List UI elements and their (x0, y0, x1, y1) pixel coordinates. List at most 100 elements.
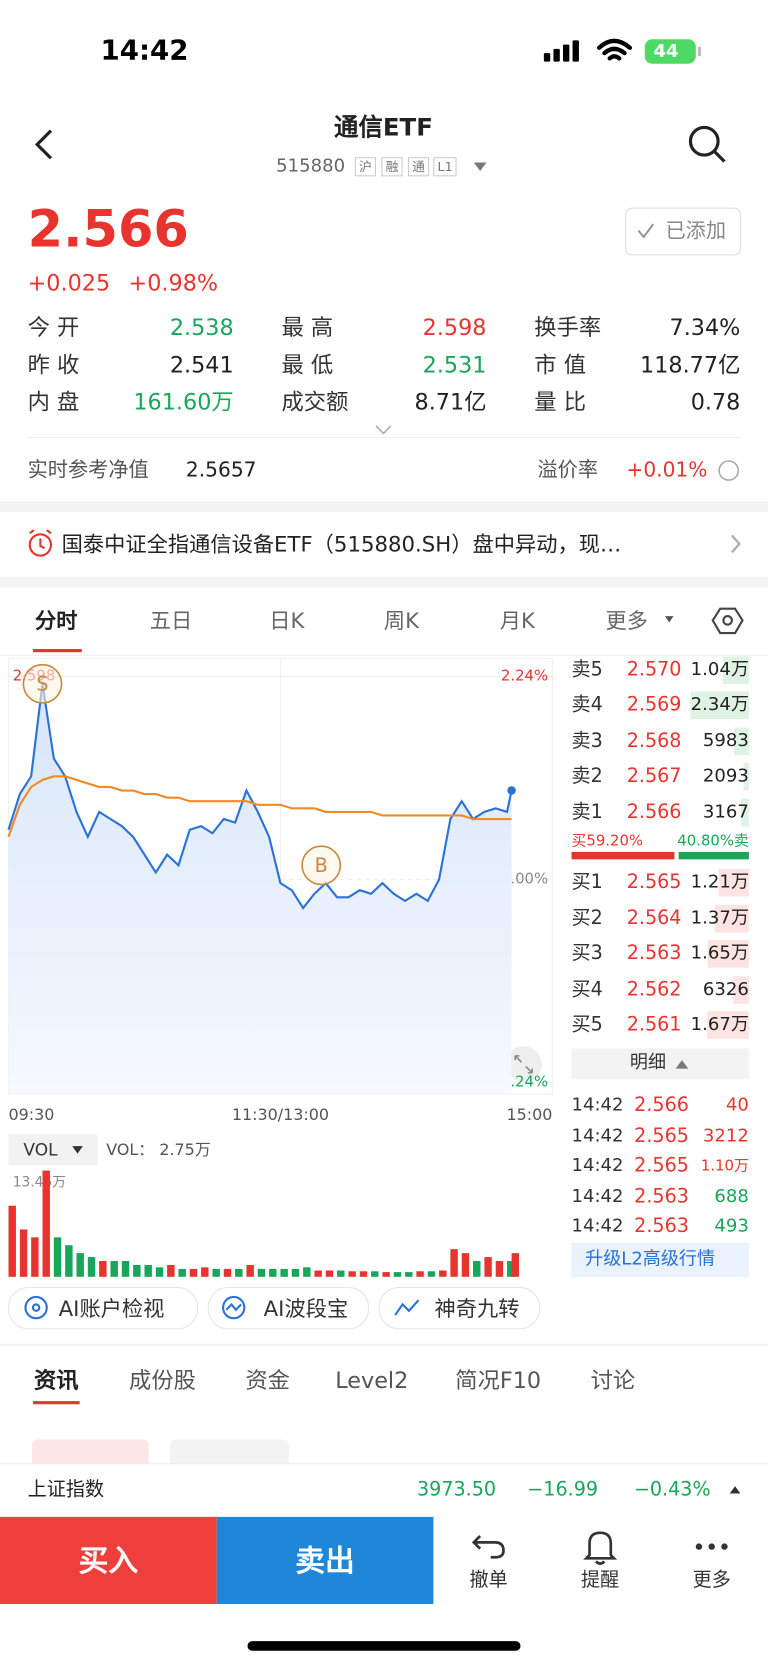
battery-cap (697, 46, 702, 57)
more-caret[interactable] (664, 616, 674, 623)
vol-bar (371, 1271, 379, 1277)
index-value: 3973.50 (416, 1478, 497, 1501)
change: +0.025 (27, 270, 111, 296)
watch-button[interactable] (625, 207, 741, 256)
detail-caret (675, 1060, 689, 1069)
vol-bar (65, 1245, 73, 1277)
ai-tool[interactable]: 神奇九转 (434, 1295, 520, 1322)
vol-bar (178, 1268, 186, 1277)
book-price: 2.565 (626, 871, 682, 894)
upgrade[interactable]: 升级L2高级行情 (585, 1248, 716, 1270)
vol-bar (382, 1272, 390, 1277)
band (0, 501, 768, 512)
news-arrow[interactable] (731, 534, 741, 554)
price-line (7, 683, 513, 910)
info-tab[interactable]: 资讯 (33, 1367, 79, 1394)
index-bar[interactable] (0, 1463, 768, 1517)
ai-icons (24, 1295, 420, 1320)
book-label: 卖4 (571, 693, 603, 716)
fullscreen[interactable] (505, 1046, 542, 1083)
badge: 通 (407, 157, 430, 177)
back[interactable] (34, 129, 53, 160)
bell-icon[interactable] (583, 1531, 618, 1565)
dropdown[interactable] (473, 162, 487, 172)
vol-bar (133, 1264, 141, 1277)
vol-bar (167, 1264, 175, 1277)
book-price: 2.563 (626, 942, 682, 965)
detail-label[interactable]: 明细 (629, 1052, 667, 1074)
book-vol: 1.04万 (690, 659, 749, 681)
tool[interactable]: 更多 (692, 1568, 731, 1592)
book-vol: 1.67万 (690, 1013, 749, 1036)
wifi (596, 38, 633, 61)
book-vol: 1.21万 (690, 871, 749, 893)
chart-tab[interactable]: 日K (269, 607, 305, 634)
trade-price: 2.566 (634, 1094, 689, 1117)
info-icon[interactable] (718, 460, 740, 481)
sell-button[interactable] (216, 1516, 434, 1604)
vol-bar (269, 1268, 277, 1277)
nav-value: 2.5657 (185, 458, 257, 482)
info-tab[interactable]: 成份股 (129, 1367, 196, 1394)
settings[interactable] (711, 607, 744, 635)
undo-icon[interactable] (471, 1535, 505, 1559)
chart-tab[interactable]: 更多 (605, 607, 648, 634)
stat-value: 161.60万 (133, 389, 234, 415)
vol-selector[interactable] (8, 1134, 98, 1166)
buy-button[interactable] (0, 1516, 217, 1604)
info-tab[interactable]: 简况F10 (455, 1367, 542, 1394)
vol-bar (189, 1268, 198, 1277)
upgrade-bg[interactable] (571, 1242, 749, 1277)
y2-tick-label: 0.00% (501, 870, 548, 888)
chart-tab[interactable]: 五日 (149, 607, 193, 634)
trade-vol: 1.10万 (700, 1157, 749, 1175)
ai-tool[interactable]: AI账户检视 (58, 1295, 165, 1322)
settings-dot (722, 615, 733, 626)
watch-label[interactable]: 已添加 (665, 219, 727, 243)
vol-bar (461, 1253, 470, 1277)
index-pct: −0.43% (633, 1478, 711, 1501)
chart-tab[interactable]: 分时 (35, 607, 78, 634)
tool[interactable]: 撤单 (469, 1568, 508, 1592)
info-tab-indicator (32, 1401, 80, 1405)
signal (543, 40, 579, 62)
news[interactable]: 国泰中证全指通信设备ETF（515880.SH）盘中异动，现… (61, 531, 622, 557)
info-tab[interactable]: Level2 (335, 1367, 409, 1394)
chart-tab[interactable]: 月K (499, 607, 535, 634)
vol-indicator[interactable]: VOL (23, 1139, 58, 1160)
trade-time: 14:42 (571, 1185, 624, 1207)
depth-bar (707, 940, 749, 968)
stat-value: 118.77亿 (640, 352, 741, 378)
sell[interactable]: 卖出 (295, 1543, 355, 1579)
info-tab[interactable]: 资金 (245, 1367, 290, 1394)
trade-vol: 688 (714, 1185, 749, 1207)
tool[interactable]: 提醒 (581, 1568, 620, 1592)
vol-bar (99, 1261, 107, 1277)
y2-tick-label: 2.24% (501, 667, 548, 685)
last-point (507, 786, 516, 795)
vol-bar (450, 1249, 458, 1277)
chart-tab[interactable]: 周K (383, 607, 420, 634)
vol-bar (257, 1268, 266, 1277)
vol-bar (53, 1237, 62, 1277)
search[interactable] (688, 125, 726, 163)
info-tab[interactable]: 讨论 (590, 1367, 636, 1394)
vol-bar (416, 1271, 424, 1277)
book-price: 2.562 (626, 978, 682, 1001)
book-price: 2.569 (626, 693, 682, 716)
detail-bar[interactable] (571, 1048, 749, 1080)
ai-tool[interactable]: AI波段宝 (263, 1295, 349, 1322)
x-tick-label: 09:30 (8, 1105, 54, 1124)
vol-bar (19, 1229, 28, 1277)
title: 通信ETF (334, 114, 433, 142)
vol-bar (348, 1271, 356, 1277)
tab-indicator (32, 649, 82, 653)
expand[interactable] (375, 425, 392, 435)
premium: +0.01% (626, 458, 708, 482)
stat-label: 昨 收 (27, 352, 80, 378)
book-vol: 2.34万 (690, 694, 749, 716)
buy[interactable]: 买入 (78, 1543, 139, 1579)
depth-bar (718, 868, 749, 897)
more-icon[interactable] (695, 1543, 728, 1550)
